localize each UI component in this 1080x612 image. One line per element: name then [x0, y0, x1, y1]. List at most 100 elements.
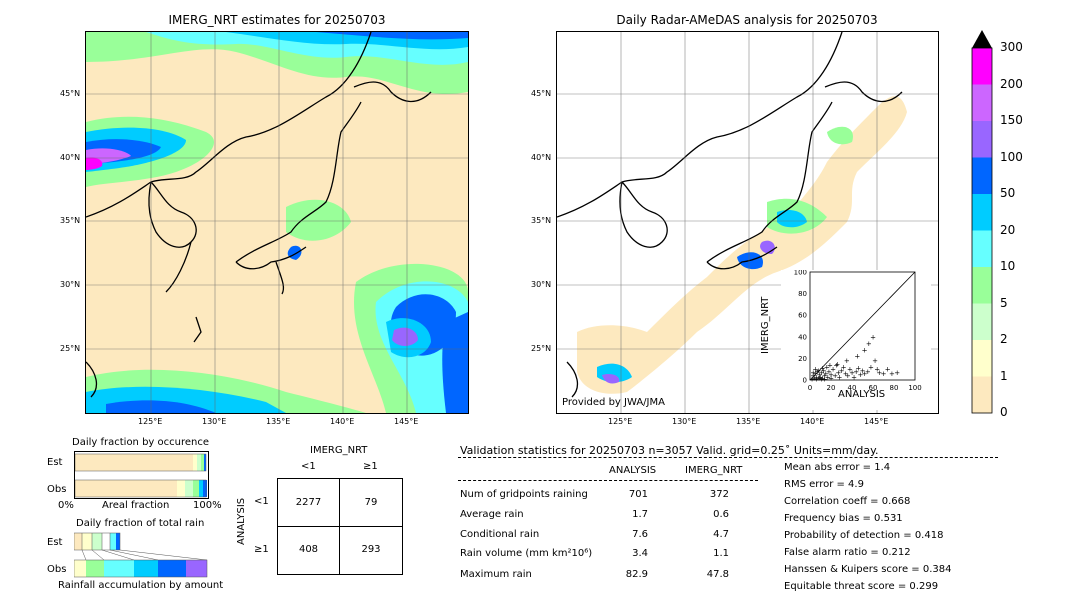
- occurence-axis-mid: Areal fraction: [102, 500, 170, 511]
- scatter-point: +: [817, 374, 823, 382]
- right-map-precip: [557, 32, 938, 413]
- scatter-point: +: [841, 364, 847, 372]
- scatter-point: +: [821, 367, 827, 375]
- colorbar-swatch: [972, 267, 992, 304]
- scatter-point: +: [814, 368, 820, 376]
- scatter-xtick: 60: [869, 384, 878, 392]
- scatter-point: +: [815, 374, 821, 382]
- score-line: Mean abs error = 1.4: [784, 462, 891, 473]
- scatter-point: +: [845, 372, 851, 380]
- right-lat-label: 30°N: [531, 280, 552, 289]
- score-line: Probability of detection = 0.418: [784, 530, 944, 541]
- scatter-ylabel: IMERG_NRT: [760, 296, 771, 354]
- colorbar-swatch: [972, 84, 992, 121]
- scatter-point: +: [813, 373, 819, 381]
- scatter-point: +: [818, 373, 824, 381]
- rain-caption: Rainfall accumulation by amount: [58, 580, 224, 591]
- scatter-ytick: 40: [798, 333, 807, 341]
- scatter-point: +: [885, 366, 891, 374]
- scatter-point: +: [824, 364, 830, 372]
- score-line: Hanssen & Kuipers score = 0.384: [784, 564, 952, 575]
- right-lon-label: 130°E: [672, 417, 697, 426]
- rain-title: Daily fraction of total rain: [76, 518, 205, 529]
- scatter-point: +: [809, 375, 815, 383]
- scatter-point: +: [811, 374, 817, 382]
- contingency-b: 79: [364, 497, 378, 508]
- right-lat-label: 35°N: [531, 216, 552, 225]
- scatter-xtick: 20: [827, 384, 836, 392]
- left-lon-label: 140°E: [330, 417, 355, 426]
- scatter-point: +: [865, 368, 871, 376]
- scatter-point: +: [827, 361, 833, 369]
- colorbar-swatch: [972, 230, 992, 267]
- scatter-point: +: [826, 368, 832, 376]
- scatter-point: +: [828, 374, 834, 382]
- contingency-row-lt: <1: [254, 496, 269, 507]
- scatter-point: +: [857, 371, 863, 379]
- scatter-point: +: [820, 365, 826, 373]
- rain-obs-label: Obs: [47, 564, 67, 575]
- contingency-table: 2277 79 408 293: [277, 478, 403, 575]
- colorbar-swatch: [972, 376, 992, 413]
- left-lat-label: 45°N: [60, 89, 81, 98]
- contingency-row-axis: ANALYSIS: [236, 497, 247, 545]
- scatter-inset: + + + + + + + + + + + + + + + + + + + + + + + + + + + + + + + + + + + + + + + +…: [781, 270, 931, 410]
- scatter-point: +: [819, 369, 825, 377]
- rain-chart: [74, 531, 208, 579]
- validation-row-imerg: 372: [709, 489, 729, 500]
- scatter-ytick: 60: [798, 312, 807, 320]
- scatter-point: +: [833, 361, 839, 369]
- colorbar-label: 100: [1000, 149, 1023, 164]
- colorbar-swatch: [972, 194, 992, 231]
- scatter-point: +: [843, 370, 849, 378]
- validation-row-analysis: 701: [628, 489, 648, 500]
- scatter-point: +: [822, 375, 828, 383]
- left-lon-label: 145°E: [394, 417, 419, 426]
- score-line: False alarm ratio = 0.212: [784, 547, 911, 558]
- scatter-point: +: [868, 364, 874, 372]
- contingency-d: 293: [361, 544, 381, 555]
- scatter-point: +: [832, 372, 838, 380]
- scatter-point: +: [847, 366, 853, 374]
- score-line: RMS error = 4.9: [784, 479, 864, 490]
- right-lat-label: 45°N: [531, 89, 552, 98]
- scatter-point: +: [835, 369, 841, 377]
- contingency-title: IMERG_NRT: [310, 445, 368, 456]
- validation-col-imerg: IMERG_NRT: [685, 465, 743, 476]
- colorbar-extend-arrow: [972, 30, 992, 48]
- validation-row-imerg: 0.6: [713, 509, 729, 520]
- validation-subdivider: [458, 480, 758, 481]
- scatter-point: +: [874, 366, 880, 374]
- scatter-point: +: [870, 333, 876, 341]
- validation-row-imerg: 1.1: [713, 548, 729, 559]
- colorbar-label: 0: [1000, 405, 1008, 419]
- validation-row-analysis: 3.4: [632, 548, 648, 559]
- scatter-point: +: [894, 369, 900, 377]
- scatter-point: +: [866, 340, 872, 348]
- scatter-point: +: [836, 373, 842, 381]
- right-lon-label: 125°E: [608, 417, 633, 426]
- validation-row-imerg: 4.7: [713, 529, 729, 540]
- contingency-col-lt: <1: [301, 461, 316, 472]
- validation-row-label: Conditional rain: [460, 529, 540, 540]
- validation-row-label: Num of gridpoints raining: [460, 489, 588, 500]
- scatter-point: +: [854, 353, 860, 361]
- scatter-point: +: [862, 346, 868, 354]
- score-line: Frequency bias = 0.531: [784, 513, 903, 524]
- right-map-title: Daily Radar-AMeDAS analysis for 20250703: [616, 13, 878, 27]
- left-map-precip: [86, 32, 468, 413]
- validation-row-imerg: 47.8: [706, 569, 729, 580]
- scatter-point: +: [855, 365, 861, 373]
- scatter-point: +: [819, 375, 825, 383]
- colorbar-label: 300: [1000, 40, 1023, 54]
- scatter-point: +: [830, 366, 836, 374]
- scatter-point: +: [815, 367, 821, 375]
- validation-divider: [458, 457, 998, 458]
- scatter-point: +: [820, 374, 826, 382]
- contingency-col-ge: ≥1: [363, 461, 378, 472]
- validation-row-analysis: 1.7: [632, 509, 648, 520]
- right-lon-label: 145°E: [864, 417, 889, 426]
- scatter-point: +: [851, 373, 857, 381]
- scatter-point: +: [812, 366, 818, 374]
- validation-row-label: Rain volume (mm km²10⁶): [460, 548, 593, 559]
